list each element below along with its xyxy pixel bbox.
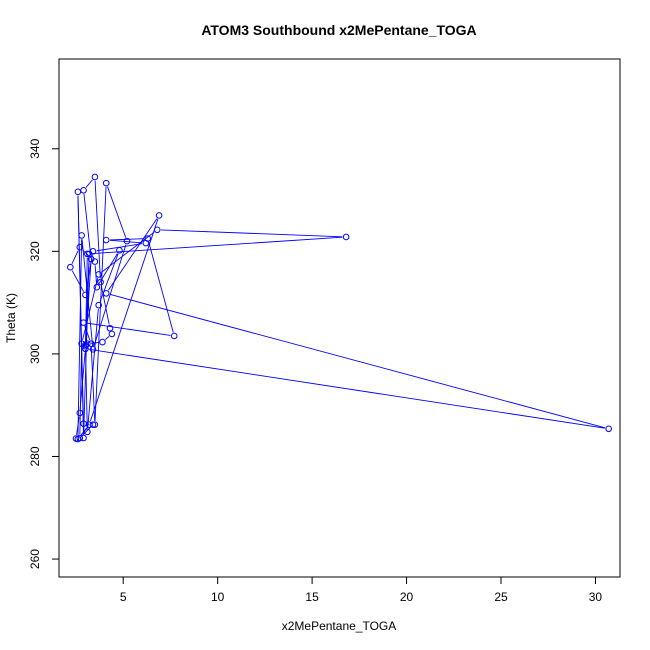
y-tick-label: 280: [28, 446, 42, 466]
series-segment: [91, 236, 343, 255]
data-point: [82, 345, 89, 353]
series-segment: [161, 229, 343, 238]
data-point: [80, 434, 87, 442]
series-segment: [87, 308, 99, 429]
data-point: [153, 226, 161, 234]
series-segment: [85, 257, 88, 341]
y-tick-label: 260: [28, 549, 42, 569]
x-tick-label: 15: [305, 590, 319, 604]
chart-title: ATOM3 Southbound x2MePentane_TOGA: [201, 22, 476, 38]
data-point: [80, 319, 87, 326]
data-point: [605, 425, 612, 433]
data-point: [99, 338, 106, 346]
data-point: [342, 233, 350, 241]
y-tick-label: 300: [28, 344, 42, 364]
x-tick-label: 5: [120, 590, 127, 604]
data-point: [102, 290, 110, 297]
series-segment: [79, 347, 83, 435]
data-point: [102, 236, 110, 244]
y-axis-title: Theta (K): [4, 293, 18, 343]
series-segment: [82, 427, 91, 436]
series-segment: [105, 336, 110, 340]
x-tick-label: 30: [589, 590, 603, 604]
series-segment: [94, 180, 101, 279]
data-point: [144, 235, 152, 242]
data-point: [82, 291, 89, 299]
data-point: [80, 420, 87, 427]
data-point: [78, 232, 85, 239]
series-group: [67, 173, 612, 443]
data-point: [106, 324, 114, 332]
x-axis: 5 10 15 20 25 30: [120, 576, 603, 604]
series-segment: [107, 186, 127, 238]
data-point: [78, 340, 85, 347]
data-point: [84, 428, 91, 436]
series-segment: [77, 239, 83, 436]
series-segment: [89, 218, 159, 422]
series-segment: [107, 218, 158, 291]
y-axis: 260 280 300 320 340: [28, 138, 60, 569]
series-segment: [110, 238, 144, 241]
data-point: [91, 258, 99, 265]
data-point: [80, 186, 87, 194]
series-segment: [93, 244, 127, 346]
data-point: [108, 330, 116, 338]
data-point: [170, 332, 178, 340]
data-point: [84, 250, 91, 258]
x-tick-label: 20: [400, 590, 414, 604]
data-point: [67, 263, 74, 271]
series-segment: [82, 277, 99, 341]
data-point: [82, 341, 89, 348]
data-point: [87, 340, 95, 347]
data-point: [123, 237, 131, 245]
data-point: [76, 243, 84, 251]
data-point: [91, 173, 99, 181]
series-segment: [71, 270, 85, 292]
data-point: [76, 434, 84, 442]
data-point: [116, 247, 123, 254]
data-point: [93, 283, 101, 291]
x-tick-label: 10: [211, 590, 225, 604]
series-segment: [83, 194, 92, 256]
series-segment: [85, 179, 93, 188]
series-segment: [94, 186, 107, 421]
series-segment: [89, 348, 605, 429]
data-point: [102, 179, 110, 187]
data-point: [89, 421, 97, 428]
y-tick-label: 340: [28, 138, 42, 158]
series-segment: [77, 195, 84, 420]
series-segment: [100, 285, 110, 325]
series-segment: [82, 249, 93, 260]
x-axis-title: x2MePentane_TOGA: [282, 619, 397, 633]
series-segment: [87, 322, 171, 336]
data-point: [85, 250, 93, 258]
data-point: [155, 212, 163, 219]
data-point: [97, 278, 104, 286]
series-segment: [71, 250, 79, 264]
series-segment: [109, 293, 606, 429]
series-segment: [148, 242, 174, 333]
data-point: [76, 409, 84, 417]
data-point: [89, 345, 97, 353]
plot-frame: [58, 58, 621, 578]
series-segment: [109, 239, 143, 244]
data-point: [95, 301, 102, 309]
y-tick-label: 320: [28, 241, 42, 261]
x-tick-label: 25: [494, 590, 508, 604]
data-point: [74, 188, 82, 196]
data-point: [95, 271, 102, 278]
series-segment: [85, 254, 93, 292]
